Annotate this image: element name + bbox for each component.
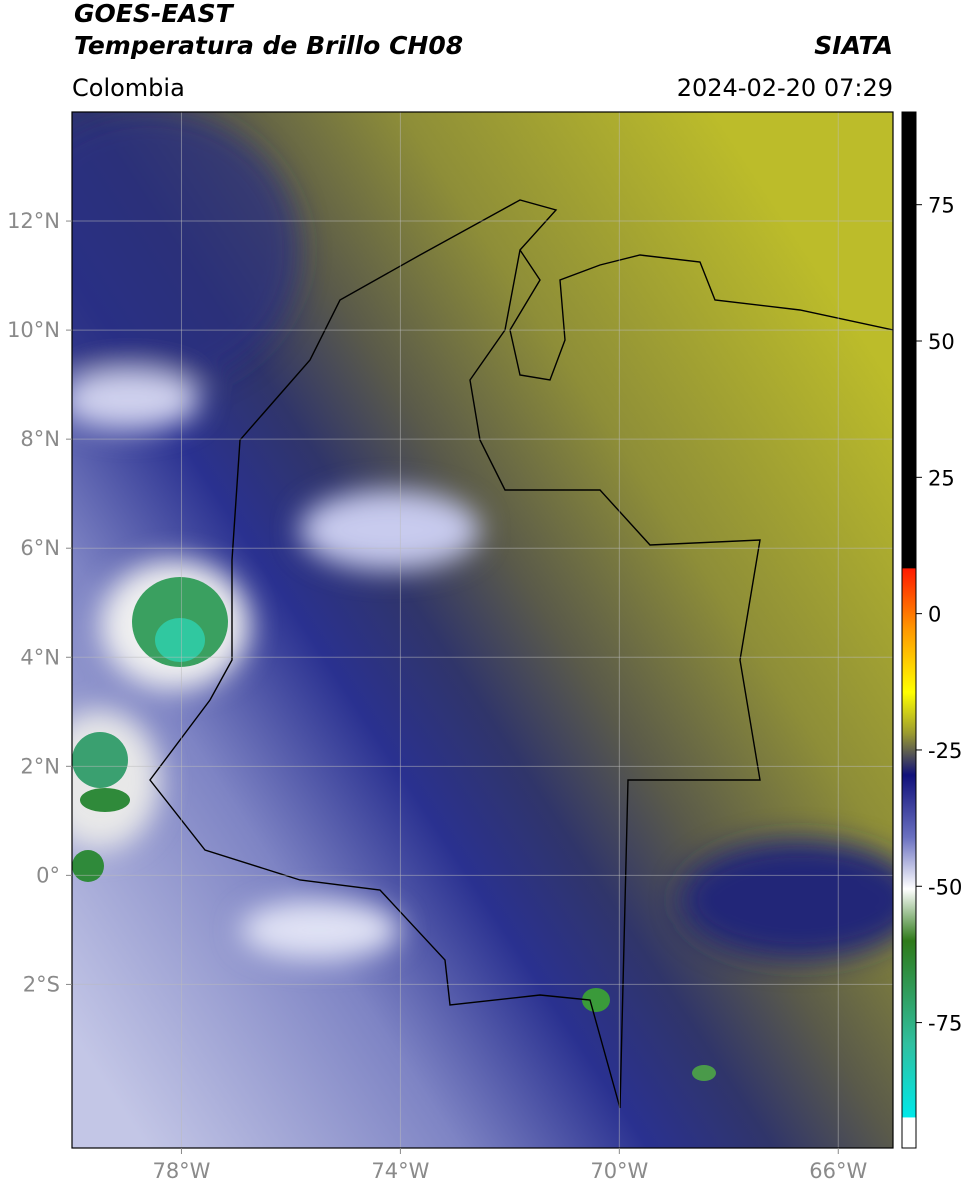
colorbar-label: -25 [928,739,962,763]
lon-tick-label: 78°W [152,1159,210,1183]
lat-tick-label: 10°N [7,318,60,342]
colorbar-label: -50 [928,875,962,899]
lat-tick-label: 12°N [7,209,60,233]
border [149,199,761,1109]
cold-cloud [72,732,128,788]
subtitle: Temperatura de Brillo CH08 [74,31,463,60]
colorbar-label: 75 [928,194,955,218]
source: SIATA [814,31,893,60]
title: GOES-EAST [74,0,235,28]
cold-cloud [692,1065,716,1081]
lat-tick-label: 6°N [20,536,60,560]
colorbar-label: 50 [928,330,955,354]
cold-cloud [582,988,610,1012]
imagery [72,112,893,1148]
region: Colombia [72,74,185,102]
colorbar-label: 25 [928,466,955,490]
lon-tick-label: 74°W [371,1159,429,1183]
lon-tick-label: 66°W [809,1159,867,1183]
cold-cloud [80,788,130,812]
lat-tick-label: 0° [36,863,60,887]
lat-tick-label: 8°N [20,427,60,451]
cold-cloud [155,618,205,662]
lon-tick-label: 70°W [590,1159,648,1183]
lat-tick-label: 2°N [20,754,60,778]
datetime: 2024-02-20 07:29 [677,74,893,102]
lat-tick-label: 2°S [23,972,60,996]
map-frame [71,111,894,1149]
grid [72,112,893,1148]
colorbar-label: 0 [928,603,941,627]
colorbar [901,111,917,1149]
colorbar-label: -75 [928,1012,962,1036]
cold-cloud [72,850,104,882]
lat-tick-label: 4°N [20,645,60,669]
